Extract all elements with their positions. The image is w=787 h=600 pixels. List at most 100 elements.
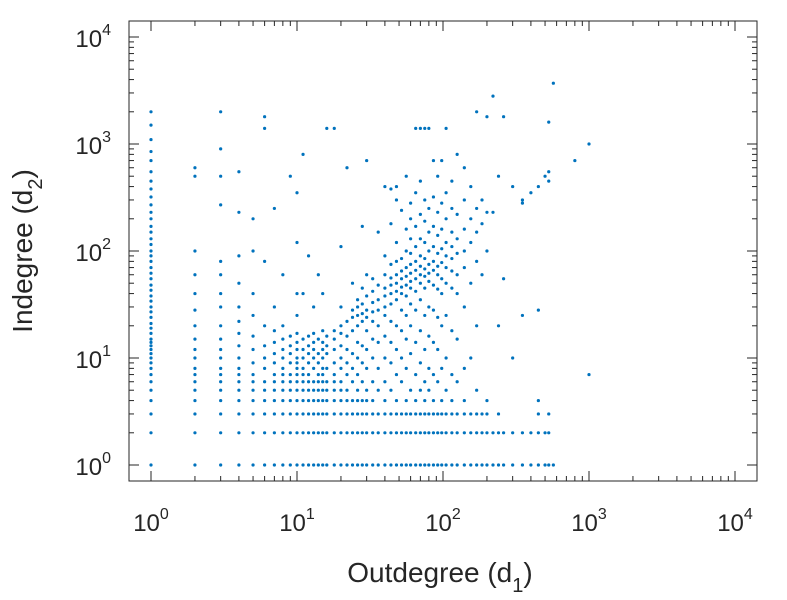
data-point	[149, 344, 153, 348]
data-point	[418, 412, 422, 416]
data-point	[288, 463, 292, 467]
data-point	[272, 372, 276, 377]
data-point	[427, 334, 431, 338]
data-point	[295, 347, 299, 352]
data-point	[350, 281, 355, 285]
data-point	[149, 249, 153, 253]
data-point	[404, 283, 408, 287]
data-point	[193, 347, 197, 352]
data-point	[485, 412, 489, 416]
data-point	[219, 356, 223, 360]
data-point	[431, 195, 436, 199]
data-point	[355, 340, 360, 344]
data-point	[193, 356, 197, 360]
data-point	[219, 366, 223, 370]
data-point	[427, 249, 431, 253]
data-point	[251, 217, 255, 221]
data-point	[149, 110, 153, 114]
data-point	[316, 337, 320, 341]
data-point	[339, 356, 343, 360]
data-point	[339, 398, 343, 403]
data-point	[263, 388, 267, 392]
data-point	[431, 398, 436, 403]
data-point	[251, 291, 255, 296]
data-point	[321, 366, 325, 370]
data-point	[281, 372, 285, 377]
data-point	[149, 380, 153, 384]
data-point	[480, 273, 484, 277]
data-point	[418, 431, 422, 435]
data-point	[149, 265, 153, 270]
data-point	[511, 356, 515, 360]
data-point	[312, 331, 316, 335]
data-point	[455, 237, 459, 241]
data-point	[427, 206, 431, 211]
data-point	[444, 126, 448, 130]
data-point	[423, 380, 427, 384]
data-point	[480, 412, 484, 416]
data-point	[371, 463, 375, 467]
data-point	[371, 398, 375, 403]
data-point	[394, 412, 399, 416]
data-point	[288, 174, 292, 178]
data-point	[423, 256, 427, 261]
data-point	[496, 431, 501, 435]
data-point	[149, 277, 153, 281]
x-tick-label: 104	[717, 506, 753, 537]
data-point	[376, 308, 380, 312]
data-point	[339, 431, 343, 435]
data-point	[399, 412, 404, 416]
data-point	[251, 347, 255, 352]
data-point	[423, 412, 427, 416]
data-point	[350, 315, 355, 319]
data-point	[306, 388, 311, 392]
data-point	[251, 463, 255, 467]
data-point	[263, 431, 267, 435]
data-point	[365, 158, 369, 163]
data-point	[529, 431, 533, 435]
data-point	[383, 294, 387, 298]
data-point	[455, 152, 459, 156]
data-point	[321, 431, 325, 435]
data-point	[475, 388, 479, 392]
data-point	[355, 431, 360, 435]
data-point	[306, 398, 311, 403]
data-point	[355, 398, 360, 403]
data-point	[431, 244, 436, 249]
data-point	[436, 347, 440, 352]
data-point	[312, 398, 316, 403]
data-point	[272, 361, 276, 365]
data-point	[414, 463, 418, 467]
data-point	[321, 329, 325, 333]
data-point	[423, 267, 427, 271]
data-point	[316, 372, 320, 377]
data-point	[536, 463, 540, 467]
data-point	[332, 412, 336, 416]
data-point	[409, 262, 413, 266]
data-point	[149, 294, 153, 298]
data-point	[149, 463, 153, 467]
data-point	[520, 198, 525, 202]
data-point	[288, 361, 292, 365]
data-point	[394, 184, 399, 189]
y-tick-label: 101	[75, 343, 111, 374]
data-point	[485, 249, 489, 253]
data-point	[394, 298, 399, 302]
data-point	[306, 463, 311, 467]
data-point	[306, 431, 311, 435]
data-point	[281, 356, 285, 360]
data-point	[272, 388, 276, 392]
data-point	[587, 372, 591, 377]
data-point	[399, 269, 404, 273]
data-point	[462, 305, 466, 309]
data-point	[455, 412, 459, 416]
data-point	[219, 412, 223, 416]
data-point	[587, 142, 591, 146]
data-point	[376, 366, 380, 370]
data-point	[389, 187, 393, 191]
data-point	[306, 344, 311, 348]
data-point	[263, 398, 267, 403]
data-point	[383, 184, 387, 189]
data-point	[316, 380, 320, 384]
data-point	[345, 361, 349, 365]
